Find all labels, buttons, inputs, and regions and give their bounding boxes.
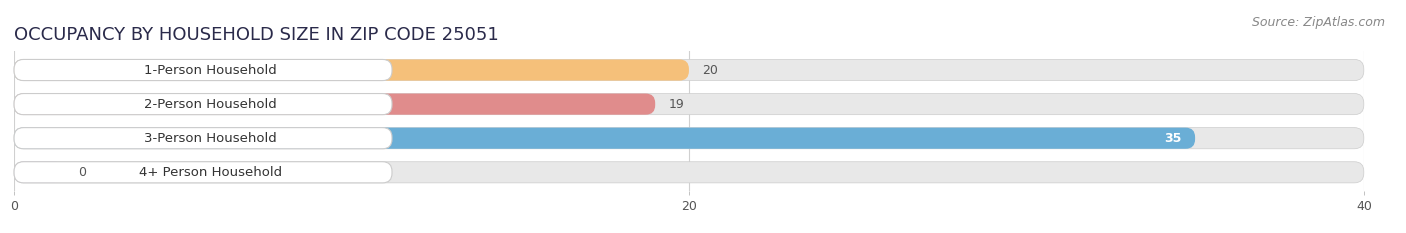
Text: 3-Person Household: 3-Person Household (145, 132, 277, 145)
Text: 4+ Person Household: 4+ Person Household (139, 166, 283, 179)
Text: 19: 19 (669, 98, 685, 111)
FancyBboxPatch shape (14, 128, 1364, 149)
Text: 0: 0 (79, 166, 86, 179)
Text: 20: 20 (703, 64, 718, 76)
Text: OCCUPANCY BY HOUSEHOLD SIZE IN ZIP CODE 25051: OCCUPANCY BY HOUSEHOLD SIZE IN ZIP CODE … (14, 26, 499, 44)
FancyBboxPatch shape (14, 128, 392, 149)
Text: 1-Person Household: 1-Person Household (145, 64, 277, 76)
FancyBboxPatch shape (14, 162, 65, 183)
FancyBboxPatch shape (14, 128, 1195, 149)
FancyBboxPatch shape (14, 59, 1364, 81)
Text: Source: ZipAtlas.com: Source: ZipAtlas.com (1251, 16, 1385, 29)
FancyBboxPatch shape (14, 162, 392, 183)
FancyBboxPatch shape (14, 93, 1364, 115)
FancyBboxPatch shape (14, 59, 689, 81)
FancyBboxPatch shape (14, 93, 392, 115)
Text: 2-Person Household: 2-Person Household (145, 98, 277, 111)
FancyBboxPatch shape (14, 59, 392, 81)
FancyBboxPatch shape (14, 93, 655, 115)
Text: 35: 35 (1164, 132, 1181, 145)
FancyBboxPatch shape (14, 162, 1364, 183)
